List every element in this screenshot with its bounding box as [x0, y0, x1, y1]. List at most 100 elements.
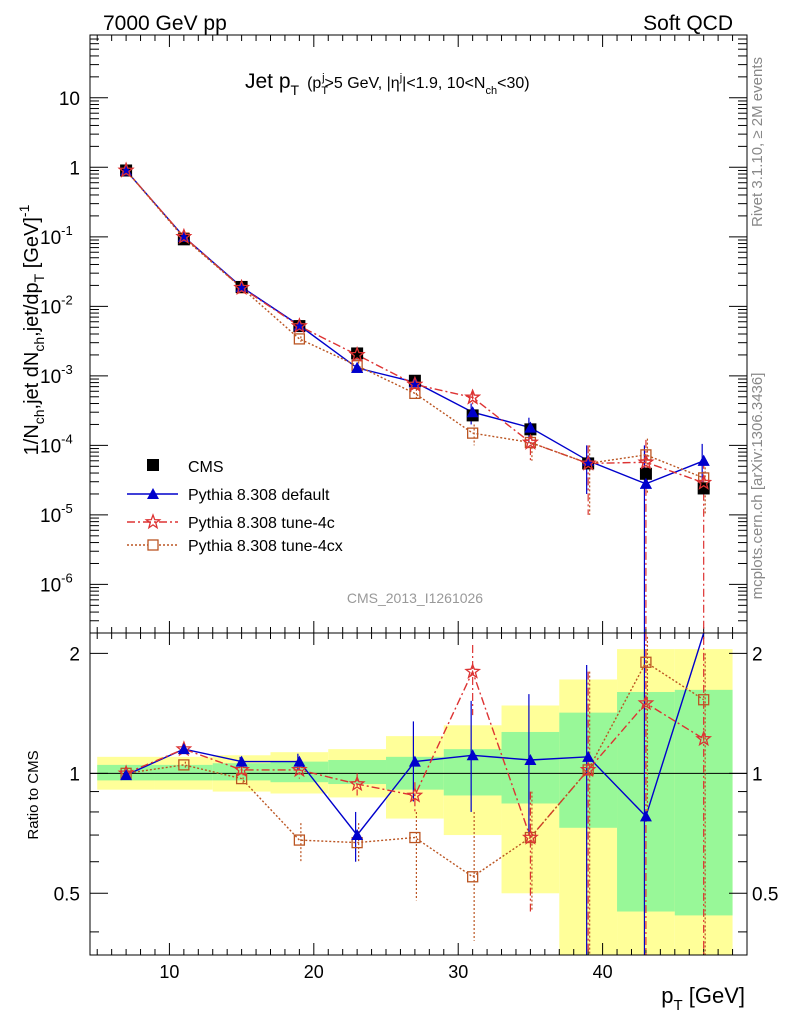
- point-default: [524, 754, 537, 766]
- legend: CMS Pythia 8.308 default Pythia 8.308 tu…: [127, 459, 343, 555]
- point-tune4c: [695, 730, 713, 747]
- ratio-y-axis-label: Ratio to CMS: [25, 750, 42, 839]
- point-default: [177, 743, 190, 755]
- point-tune4c-top: [117, 161, 135, 178]
- point-tune4c: [348, 775, 366, 792]
- point-default: [120, 769, 133, 781]
- point-tune4cx: [466, 427, 479, 439]
- y-tick-label: 1: [69, 158, 80, 179]
- point-tune4cx: [235, 772, 248, 785]
- series-line-tune4cx: [125, 170, 704, 479]
- point-tune4c-top: [637, 453, 655, 470]
- point-default: [639, 810, 652, 822]
- x-tick-label: 10: [159, 962, 179, 982]
- ratio-y-tick-label-right: 1: [752, 764, 763, 785]
- series-line-tune4cx: [125, 661, 705, 878]
- analysis-id-label: CMS_2013_I1261026: [347, 590, 483, 606]
- header-right: Soft QCD: [643, 12, 733, 35]
- legend-marker-cms: [147, 459, 159, 471]
- point-default-top: [582, 454, 595, 466]
- point-tune4cx: [409, 387, 421, 400]
- y-tick-label: 10-1: [40, 223, 73, 249]
- rivet-version-label: Rivet 3.1.10, ≥ 2M events: [749, 57, 766, 227]
- point-tune4c-top: [406, 375, 424, 392]
- point-default-top: [466, 406, 479, 418]
- ratio-y-tick-label: 1: [69, 764, 80, 785]
- point-default: [235, 755, 248, 767]
- y-tick-label: 10-2: [40, 292, 73, 318]
- ratio-band-green: [270, 761, 329, 783]
- point-default-top: [639, 477, 652, 489]
- y-tick-label: 10: [59, 89, 80, 110]
- point-tune4cx: [524, 436, 537, 449]
- legend-label-cms: CMS: [188, 459, 224, 476]
- point-tune4c-top: [695, 473, 713, 490]
- point-cms: [639, 467, 652, 480]
- legend-marker-tune4cx: [147, 539, 159, 551]
- point-default: [408, 755, 421, 767]
- ratio-axis-ticks: 10 20 30 40 0.5 0.5 1 1 2 2: [54, 633, 778, 982]
- y-tick-label: 10-3: [40, 362, 73, 388]
- point-tune4c: [579, 761, 597, 778]
- point-tune4c-top: [175, 227, 193, 244]
- header-left: 7000 GeV pp: [103, 12, 227, 35]
- point-tune4c-top: [348, 346, 366, 363]
- ratio-y-tick-label: 0.5: [54, 884, 80, 905]
- point-tune4cx: [582, 764, 594, 776]
- point-default: [582, 750, 595, 762]
- point-tune4c: [464, 662, 482, 679]
- ratio-y-tick-label-right: 0.5: [752, 884, 778, 905]
- point-tune4cx: [640, 656, 652, 668]
- point-tune4cx: [293, 834, 306, 846]
- main-series-layer: [117, 161, 713, 633]
- point-default-top: [351, 361, 364, 373]
- ratio-y-tick-label: 2: [69, 644, 80, 665]
- point-tune4c: [406, 786, 424, 803]
- series-line-tune4c: [125, 669, 705, 839]
- legend-marker-tune4c: [144, 513, 162, 530]
- point-tune4c: [290, 761, 308, 778]
- ratio-bands-layer: [90, 649, 747, 955]
- point-tune4c-top: [464, 388, 482, 405]
- y-tick-label: 10-6: [40, 570, 73, 596]
- point-tune4cx: [409, 831, 421, 844]
- ratio-y-tick-label-right: 2: [752, 644, 763, 665]
- point-tune4cx: [698, 694, 710, 706]
- point-default: [466, 749, 479, 761]
- point-tune4c-top: [579, 454, 597, 471]
- y-tick-label: 10-4: [40, 431, 73, 457]
- x-tick-label: 40: [593, 962, 613, 982]
- point-default-top: [524, 421, 537, 433]
- point-tune4c-top: [233, 278, 251, 295]
- main-y-axis-label: 1/Nch,jet dNch,jet/dpT [GeV]-1: [16, 204, 47, 455]
- legend-marker-default: [147, 488, 159, 499]
- point-tune4cx: [466, 871, 479, 883]
- point-tune4c: [637, 694, 655, 711]
- legend-label-default: Pythia 8.308 default: [188, 487, 330, 504]
- series-line-default: [125, 170, 704, 485]
- point-tune4c-top: [290, 317, 308, 334]
- ratio-frame: [89, 632, 748, 956]
- point-tune4cx: [178, 759, 190, 771]
- main-title: Jet pT (pTj>5 GeV, |ηj|<1.9, 10<Nch<30): [245, 70, 530, 98]
- x-axis-label: pT [GeV]: [661, 983, 745, 1014]
- x-tick-label: 20: [304, 962, 324, 982]
- point-default: [293, 755, 306, 767]
- y-tick-label: 10-5: [40, 501, 73, 527]
- ratio-series-layer: [117, 632, 713, 955]
- point-tune4cx: [640, 449, 652, 461]
- main-axis-ticks: 10-6 10-5 10-4 10-3 10-2 10-1 1 10: [40, 34, 747, 634]
- point-tune4c-top: [521, 433, 539, 450]
- legend-label-tune4cx: Pythia 8.308 tune-4cx: [188, 538, 343, 555]
- x-tick-label: 30: [448, 962, 468, 982]
- ratio-band-green: [154, 764, 213, 781]
- point-tune4c: [521, 828, 539, 845]
- mcplots-label: mcplots.cern.ch [arXiv:1306.3436]: [749, 373, 766, 600]
- legend-label-tune4c: Pythia 8.308 tune-4c: [188, 515, 335, 532]
- point-tune4cx: [293, 333, 306, 345]
- point-tune4c: [233, 761, 251, 778]
- point-default: [351, 829, 364, 841]
- series-line-tune4c: [125, 170, 704, 484]
- point-default-top: [697, 454, 710, 466]
